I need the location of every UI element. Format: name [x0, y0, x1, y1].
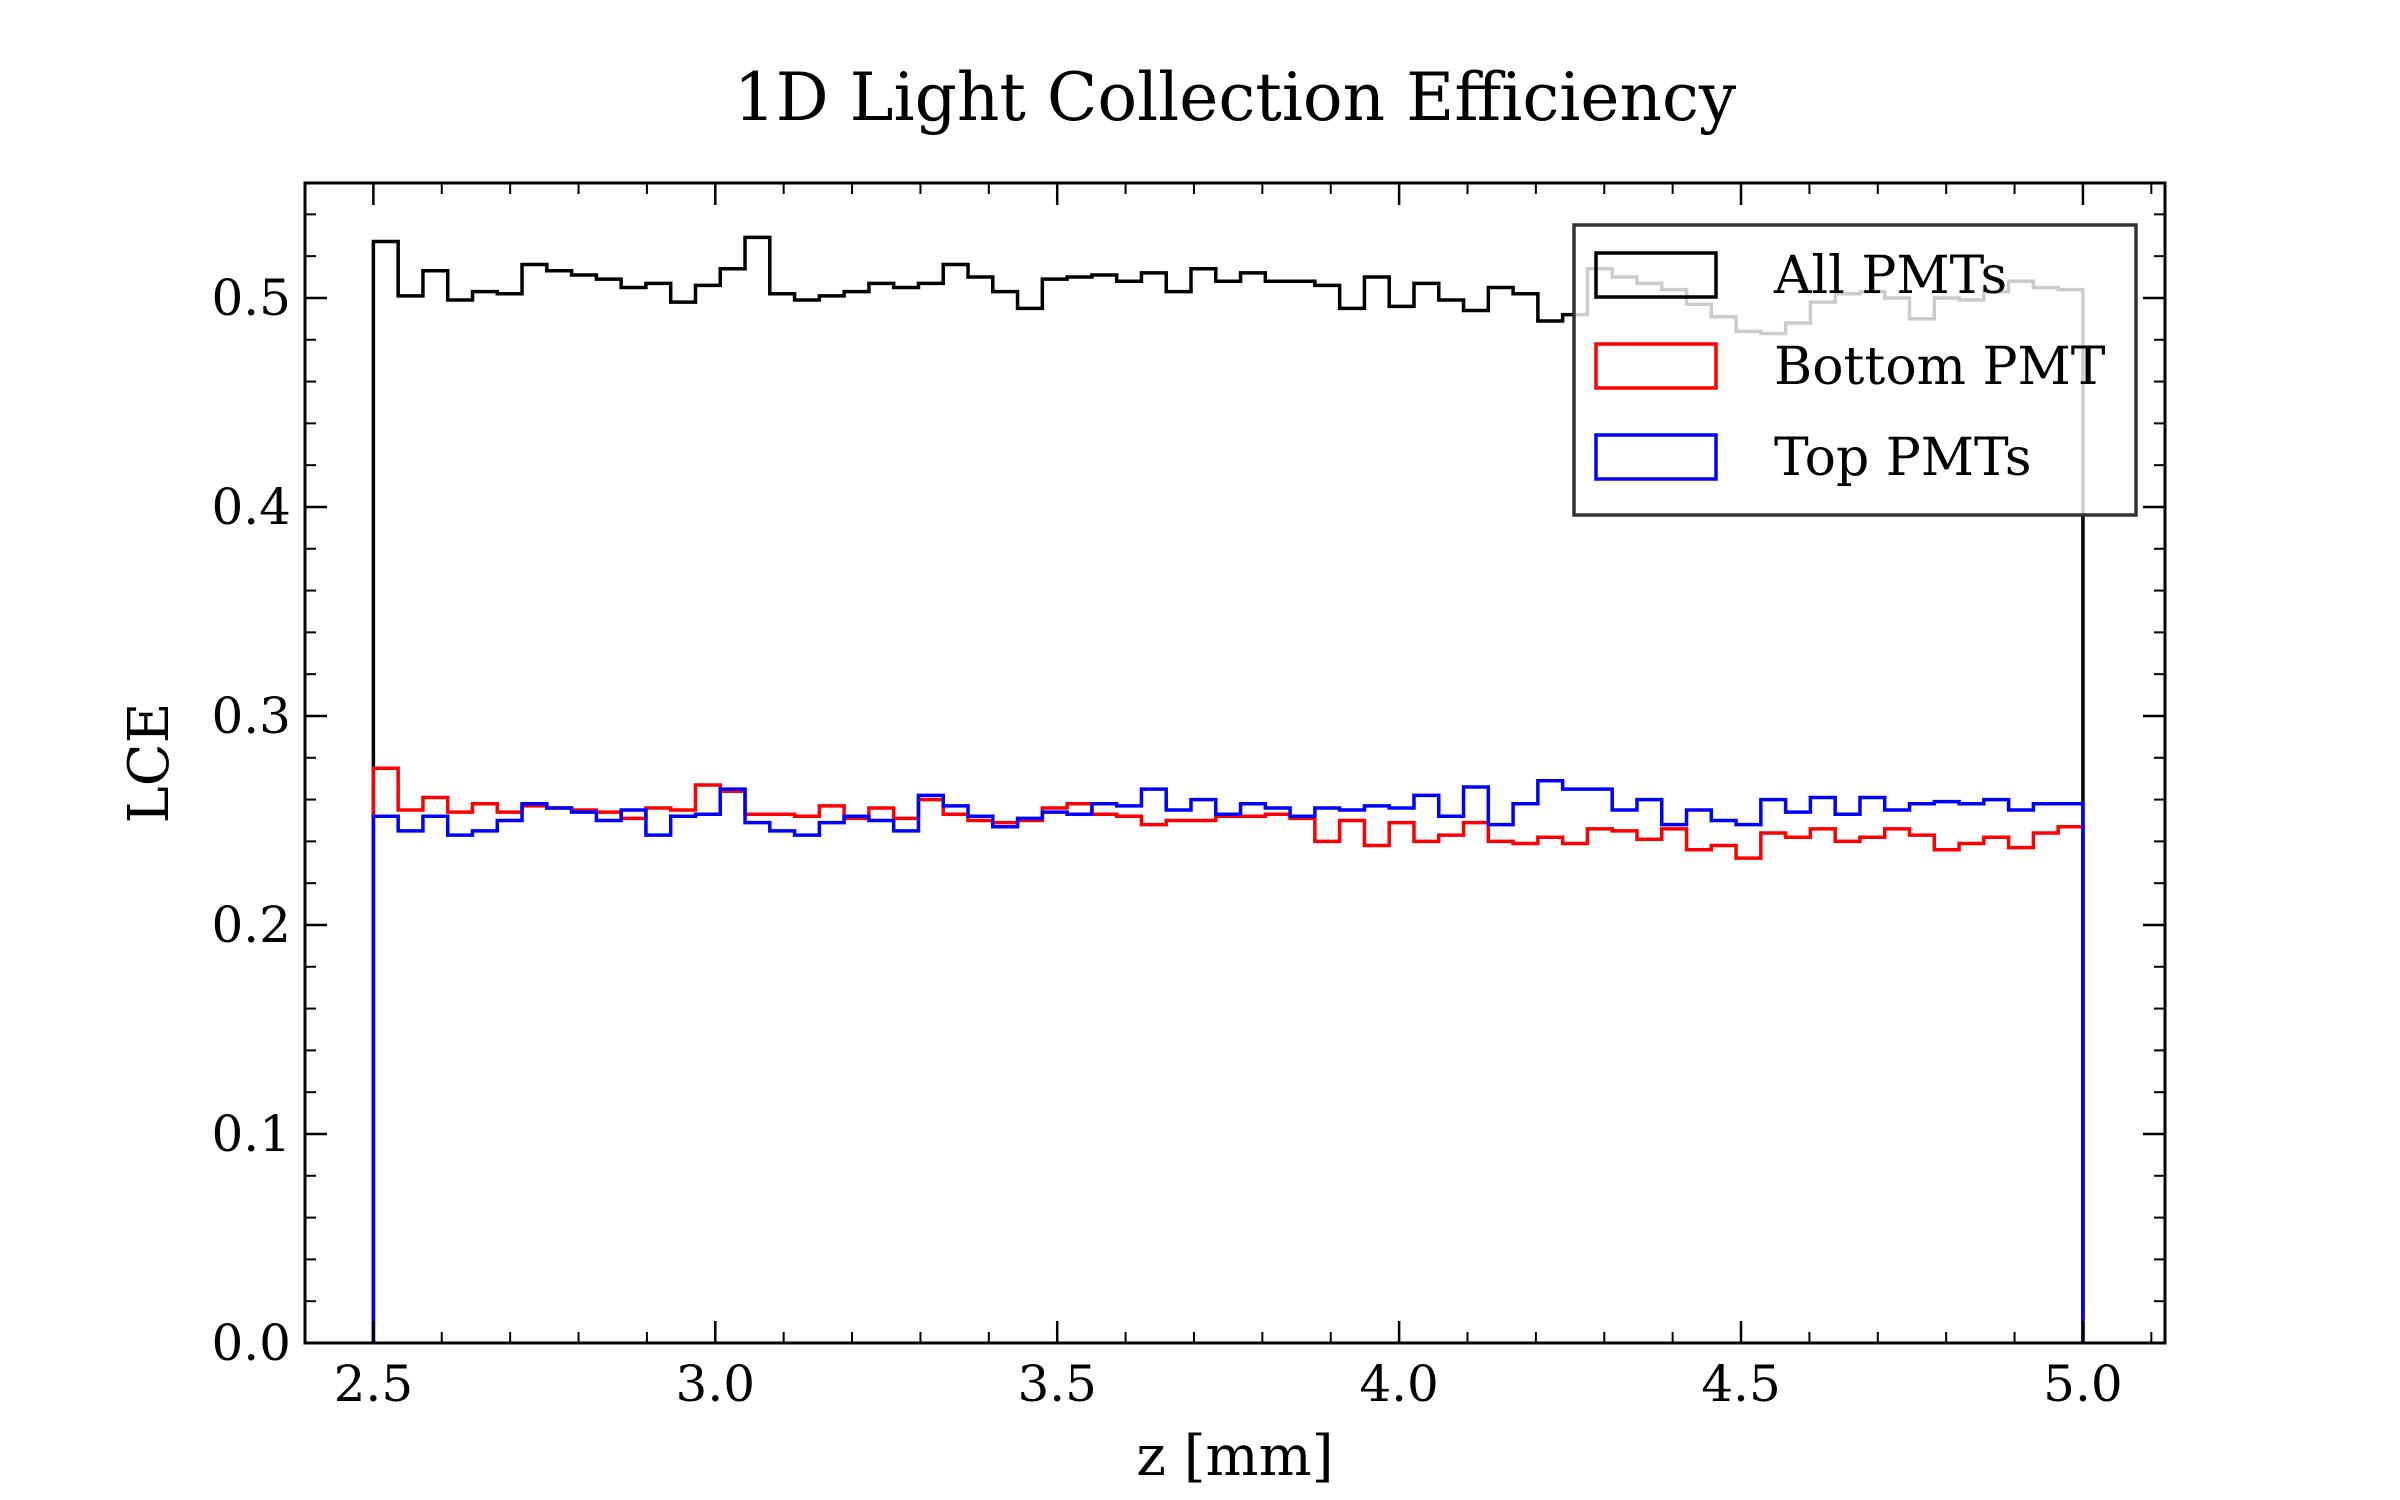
series-line-bottom-pmt: [371, 766, 2085, 1343]
y-tick-label: 0.5: [211, 269, 291, 327]
y-tick-label: 0.0: [211, 1314, 291, 1372]
y-tick-label: 0.3: [211, 687, 291, 745]
x-tick-label: 2.5: [334, 1355, 414, 1413]
legend-swatch-top-pmts: [1594, 433, 1718, 481]
legend-frame: [1572, 223, 2138, 517]
chart-title: 1D Light Collection Efficiency: [734, 59, 1737, 136]
legend: All PMTs Bottom PMT Top PMTs: [1572, 223, 2138, 517]
x-tick-label: 4.0: [1359, 1355, 1439, 1413]
x-axis-label: z [mm]: [1136, 1424, 1333, 1489]
y-tick-label: 0.2: [211, 896, 291, 954]
ticks-layer: 2.5 3.0 3.5 4.0 4.5 5.0 0.0 0.1 0.2 0.3 0.4 0.5: [211, 183, 2165, 1413]
y-axis-label: LCE: [117, 703, 182, 824]
legend-label-all-pmts: All PMTs: [1773, 246, 2007, 306]
legend-label-bottom-pmt: Bottom PMT: [1774, 337, 2106, 397]
y-tick-label: 0.1: [211, 1105, 291, 1163]
x-tick-label: 4.5: [1701, 1355, 1781, 1413]
legend-label-top-pmts: Top PMTs: [1774, 428, 2032, 488]
x-tick-label: 5.0: [2043, 1355, 2123, 1413]
x-tick-label: 3.0: [676, 1355, 756, 1413]
series-line-top-pmts: [371, 779, 2085, 1343]
legend-swatch-all-pmts: [1594, 251, 1718, 299]
legend-swatch-bottom-pmt: [1594, 342, 1718, 390]
x-tick-label: 3.5: [1017, 1355, 1097, 1413]
y-tick-label: 0.4: [211, 478, 291, 536]
plot-frame: [303, 181, 2167, 1345]
